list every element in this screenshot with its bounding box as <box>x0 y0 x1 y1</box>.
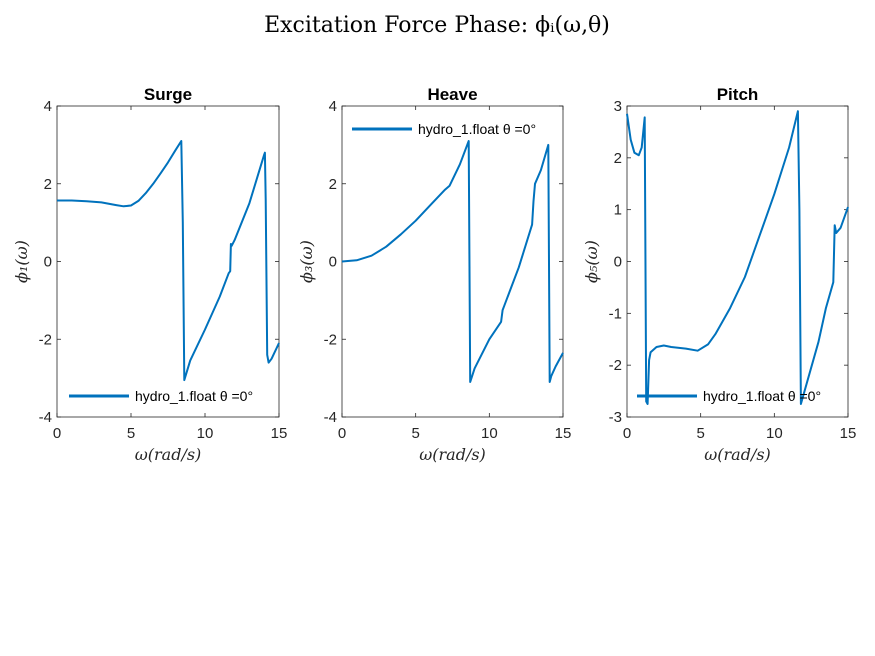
x-axis-label: ω(rad/s) <box>135 445 202 464</box>
x-tick-label: 5 <box>127 425 135 442</box>
y-axis-label: ϕ₁(ω) <box>12 240 31 283</box>
plot-frame <box>56 105 280 418</box>
y-tick-label: -2 <box>39 331 52 348</box>
x-tick-label: 15 <box>271 425 288 442</box>
series-line <box>341 140 564 383</box>
subplot-title: Pitch <box>717 85 759 104</box>
x-tick-label: 10 <box>481 425 498 442</box>
plot-frame <box>626 105 849 418</box>
subplot-pitch: Pitch ω(rad/s) ϕ₅(ω) 0 5 10 15 -3 -2 -1 0 1 2 3 hyd… <box>582 85 856 464</box>
y-tick-label: -2 <box>609 357 622 374</box>
y-tick-label: -1 <box>609 305 622 322</box>
x-axis-label: ω(rad/s) <box>704 445 771 464</box>
y-tick-label: 3 <box>614 98 622 115</box>
y-tick-label: 0 <box>44 254 52 271</box>
series-line <box>626 110 849 405</box>
x-tick-label: 15 <box>840 425 857 442</box>
y-tick-label: -3 <box>609 409 622 426</box>
legend-label: hydro_1.float θ =0° <box>135 388 253 404</box>
y-tick-label: 0 <box>614 254 622 271</box>
y-tick-label: 2 <box>329 176 337 193</box>
subplot-title: Surge <box>144 85 192 104</box>
x-tick-label: 0 <box>623 425 631 442</box>
x-axis-label: ω(rad/s) <box>419 445 486 464</box>
x-tick-label: 10 <box>197 425 214 442</box>
subplot-surge: Surge ω(rad/s) ϕ₁(ω) 0 5 10 15 -4 -2 0 2 4 hydro_… <box>12 85 287 464</box>
x-tick-label: 10 <box>766 425 783 442</box>
legend-label: hydro_1.float θ =0° <box>703 388 821 404</box>
legend-label: hydro_1.float θ =0° <box>418 121 536 137</box>
figure-title: Excitation Force Phase: ϕᵢ(ω,θ) <box>264 13 610 38</box>
y-tick-label: 2 <box>614 150 622 167</box>
subplot-heave: Heave ω(rad/s) ϕ₃(ω) 0 5 10 15 -4 -2 0 2 4 hydro_… <box>297 85 571 464</box>
y-tick-label: 1 <box>614 202 622 219</box>
series-line <box>57 140 280 382</box>
x-tick-label: 15 <box>555 425 572 442</box>
x-tick-label: 0 <box>53 425 61 442</box>
y-axis-label: ϕ₃(ω) <box>297 240 316 283</box>
y-tick-label: 4 <box>44 98 52 115</box>
x-tick-label: 5 <box>696 425 704 442</box>
y-tick-label: 4 <box>329 98 337 115</box>
subplot-title: Heave <box>427 85 477 104</box>
y-axis-label: ϕ₅(ω) <box>582 240 601 283</box>
y-tick-label: -4 <box>324 409 337 426</box>
y-tick-label: 2 <box>44 176 52 193</box>
plot-frame <box>341 105 564 418</box>
x-tick-label: 5 <box>411 425 419 442</box>
y-tick-label: -2 <box>324 331 337 348</box>
y-tick-label: 0 <box>329 254 337 271</box>
x-tick-label: 0 <box>338 425 346 442</box>
y-tick-label: -4 <box>39 409 52 426</box>
